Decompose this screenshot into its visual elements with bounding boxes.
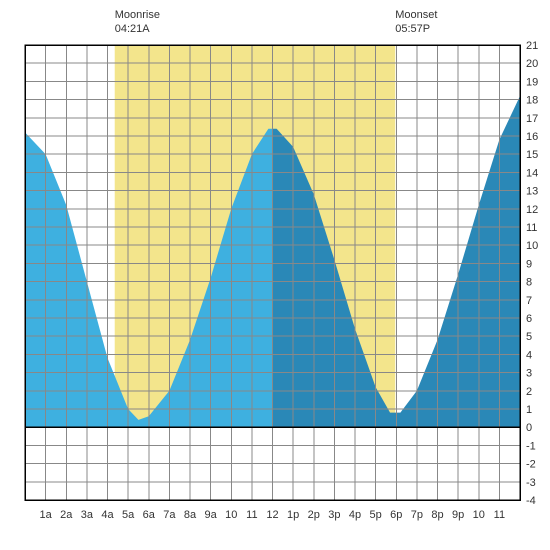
y-tick-label: 1 <box>526 404 532 416</box>
annotation-time: 05:57P <box>395 22 437 36</box>
y-tick-label: -1 <box>526 440 536 452</box>
x-tick-label: 6a <box>143 509 156 521</box>
y-tick-label: 6 <box>526 313 532 325</box>
y-tick-label: 10 <box>526 240 538 252</box>
moonset-annotation: Moonset05:57P <box>395 8 437 37</box>
annotation-title: Moonset <box>395 8 437 22</box>
x-tick-label: 5a <box>122 509 135 521</box>
y-tick-label: 8 <box>526 277 532 289</box>
y-tick-label: 13 <box>526 186 538 198</box>
y-tick-label: 15 <box>526 149 538 161</box>
y-tick-label: 21 <box>526 40 538 52</box>
y-tick-label: 18 <box>526 95 538 107</box>
x-tick-label: 9a <box>205 509 218 521</box>
x-tick-label: 1a <box>40 509 53 521</box>
y-tick-label: 5 <box>526 331 532 343</box>
x-tick-label: 8p <box>431 509 443 521</box>
y-tick-label: 17 <box>526 113 538 125</box>
moonrise-annotation: Moonrise04:21A <box>115 8 160 37</box>
x-tick-label: 6p <box>390 509 402 521</box>
x-tick-label: 8a <box>184 509 197 521</box>
tide-chart: Moonrise04:21AMoonset05:57P -4-3-2-10123… <box>0 0 550 550</box>
y-tick-label: 0 <box>526 422 532 434</box>
x-tick-label: 2a <box>60 509 73 521</box>
annotation-title: Moonrise <box>115 8 160 22</box>
y-tick-label: 4 <box>526 349 532 361</box>
y-tick-label: 20 <box>526 58 538 70</box>
x-tick-label: 7p <box>411 509 423 521</box>
chart-canvas: -4-3-2-101234567891011121314151617181920… <box>0 0 550 550</box>
y-tick-label: 7 <box>526 295 532 307</box>
x-tick-label: 11 <box>246 509 257 521</box>
x-tick-label: 3p <box>328 509 340 521</box>
x-tick-label: 7a <box>163 509 176 521</box>
x-tick-label: 10 <box>225 509 237 521</box>
x-tick-label: 3a <box>81 509 94 521</box>
y-tick-label: 14 <box>526 167 538 179</box>
x-tick-label: 2p <box>308 509 320 521</box>
x-tick-label: 10 <box>473 509 485 521</box>
x-tick-label: 11 <box>494 509 505 521</box>
y-tick-label: -4 <box>526 495 536 507</box>
y-tick-label: -2 <box>526 459 536 471</box>
x-tick-label: 5p <box>370 509 382 521</box>
x-tick-label: 4p <box>349 509 361 521</box>
y-tick-label: 19 <box>526 76 538 88</box>
y-tick-label: 12 <box>526 204 538 216</box>
y-tick-label: 16 <box>526 131 538 143</box>
y-tick-label: -3 <box>526 477 536 489</box>
x-tick-label: 4a <box>101 509 114 521</box>
y-tick-label: 11 <box>526 222 537 234</box>
y-tick-label: 3 <box>526 368 532 380</box>
x-tick-label: 9p <box>452 509 464 521</box>
annotation-time: 04:21A <box>115 22 160 36</box>
y-tick-label: 9 <box>526 258 532 270</box>
y-tick-label: 2 <box>526 386 532 398</box>
x-tick-label: 12 <box>266 509 278 521</box>
x-tick-label: 1p <box>287 509 299 521</box>
